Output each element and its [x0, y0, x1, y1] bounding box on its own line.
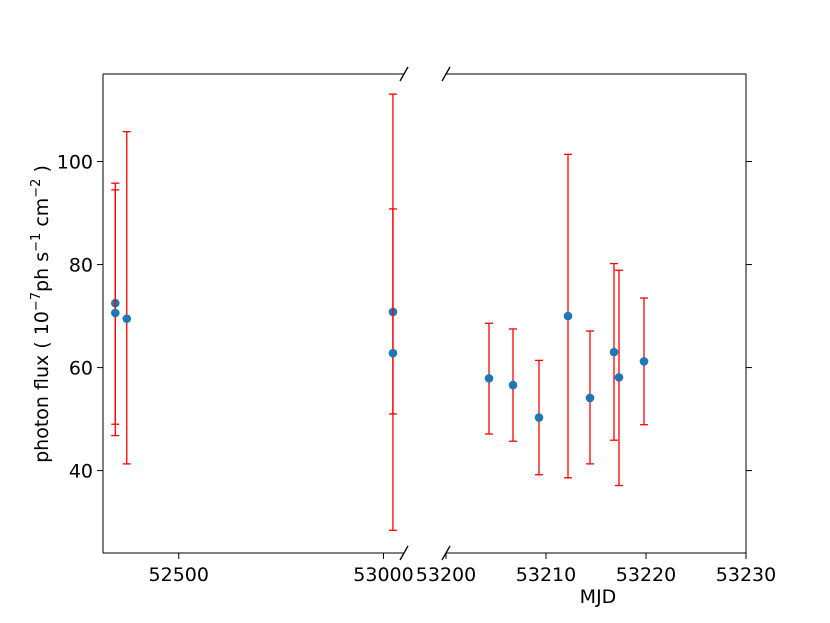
data-point	[122, 314, 132, 323]
y-tick-label: 80	[69, 255, 93, 277]
x-tick-label: 53210	[516, 564, 576, 586]
x-tick-label: 53000	[353, 564, 413, 586]
x-tick-label: 53220	[616, 564, 676, 586]
break-mark-right-bottom	[441, 545, 451, 561]
data-point	[508, 380, 518, 390]
y-tick-label: 40	[69, 461, 93, 483]
y-tick-label: 100	[57, 152, 93, 174]
data-point	[388, 348, 398, 358]
break-mark-left-top	[399, 66, 409, 82]
x-axis-label: MJD	[580, 586, 617, 608]
data-point	[484, 374, 494, 383]
data-point	[585, 393, 595, 403]
break-mark-right-top	[441, 66, 451, 82]
y-axis-label: photon flux ( 10−7ph s−1 cm−2 )	[29, 165, 53, 463]
y-tick-label: 60	[69, 358, 93, 380]
x-tick-label: 53230	[716, 564, 776, 586]
data-point	[110, 308, 120, 318]
data-marks	[110, 93, 649, 531]
data-point	[534, 413, 544, 422]
data-point	[563, 311, 573, 321]
data-point	[639, 357, 649, 366]
x-tick-label: 52500	[149, 564, 209, 586]
data-point	[614, 373, 624, 382]
right-axes-panel: 53200 53210 53220 53230	[416, 73, 776, 586]
data-point	[609, 347, 619, 357]
break-mark-left-bottom	[399, 545, 409, 561]
x-tick-label: 53200	[416, 564, 476, 586]
axis-break-marks	[399, 66, 451, 561]
left-axes-panel: 40 60 80 100 52500 53000	[57, 73, 414, 586]
